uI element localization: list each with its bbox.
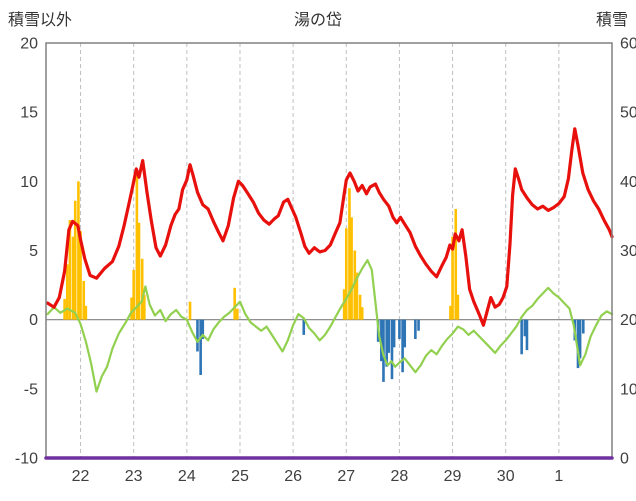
x-tick-label: 30	[497, 468, 515, 485]
orange-bars	[236, 308, 239, 320]
orange-bars	[77, 181, 80, 320]
orange-bars	[348, 188, 351, 320]
y-left-tick-label: -5	[24, 381, 38, 398]
y-right-tick-label: 40	[620, 174, 636, 191]
orange-bars	[65, 264, 69, 320]
y-left-tick-label: 5	[29, 243, 38, 260]
orange-bars	[130, 297, 133, 320]
red-line	[45, 127, 614, 327]
y-left-tick-label: 10	[20, 174, 38, 191]
blue-bars	[417, 319, 420, 331]
y-right-tick-label: 10	[620, 381, 636, 398]
orange-bars	[350, 217, 353, 320]
orange-bars	[355, 272, 359, 320]
x-tick-label: 28	[391, 468, 409, 485]
blue-bars	[414, 319, 417, 340]
blue-bars	[196, 319, 199, 352]
left-axis-title: 積雪以外	[8, 12, 73, 29]
orange-bars	[456, 294, 460, 320]
blue-bars	[387, 319, 391, 353]
orange-bars	[454, 209, 458, 320]
y-right-tick-label: 50	[620, 105, 636, 122]
y-left-tick-label: 20	[20, 36, 38, 53]
blue-bars	[199, 319, 202, 375]
orange-bars	[188, 301, 192, 320]
orange-bars	[132, 269, 135, 320]
orange-bars	[84, 305, 88, 320]
orange-bars	[342, 289, 346, 320]
y-left-tick-label: 15	[20, 105, 38, 122]
blue-bars	[525, 319, 529, 351]
x-tick-label: 1	[554, 468, 563, 485]
orange-bars	[82, 280, 86, 320]
orange-bars	[451, 236, 454, 320]
blue-bars	[201, 319, 205, 340]
orange-bars	[79, 231, 82, 320]
y-right-tick-label: 0	[620, 451, 629, 468]
blue-bars	[578, 319, 582, 359]
y-right-tick-label: 60	[620, 36, 636, 53]
orange-bars	[360, 307, 364, 320]
orange-bars	[135, 175, 139, 320]
y-right-tick-label: 20	[620, 312, 636, 329]
x-tick-label: 29	[444, 468, 462, 485]
orange-bars	[140, 258, 144, 320]
orange-bars	[358, 294, 362, 320]
x-tick-label: 22	[72, 468, 90, 485]
blue-bars	[401, 319, 404, 373]
orange-bars	[344, 228, 348, 320]
blue-bars	[582, 319, 585, 334]
x-tick-label: 23	[125, 468, 143, 485]
blue-bars	[523, 319, 527, 337]
orange-bars	[68, 220, 72, 320]
x-tick-label: 27	[337, 468, 355, 485]
blue-bars	[302, 319, 306, 335]
blue-bars	[385, 319, 388, 367]
y-left-tick-label: 0	[29, 312, 38, 329]
blue-bars	[403, 319, 407, 348]
blue-bars	[380, 319, 383, 362]
x-tick-label: 26	[284, 468, 302, 485]
right-axis-title: 積雪	[595, 12, 628, 29]
x-tick-label: 24	[178, 468, 196, 485]
orange-bars	[137, 222, 141, 320]
blue-bars	[576, 319, 580, 369]
y-left-tick-label: -10	[15, 451, 38, 468]
orange-bars	[143, 294, 146, 320]
green-line	[46, 259, 614, 393]
x-tick-label: 25	[231, 468, 249, 485]
chart-title: 湯の岱	[293, 12, 342, 29]
orange-bars	[71, 236, 75, 320]
blue-bars	[398, 319, 401, 340]
orange-bars	[233, 287, 236, 320]
blue-bars	[392, 319, 396, 348]
orange-bars	[449, 305, 452, 320]
blue-bars	[390, 319, 394, 380]
blue-bars	[520, 319, 523, 355]
plot-border	[45, 42, 613, 459]
y-right-tick-label: 30	[620, 243, 636, 260]
orange-bars	[73, 200, 77, 320]
